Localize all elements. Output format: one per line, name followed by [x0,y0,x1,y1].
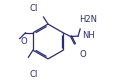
Text: O: O [20,37,27,46]
Text: Cl: Cl [29,4,37,13]
Text: O: O [79,50,86,59]
Text: H2N: H2N [79,15,97,24]
Text: Cl: Cl [29,70,37,79]
Text: NH: NH [81,31,94,40]
